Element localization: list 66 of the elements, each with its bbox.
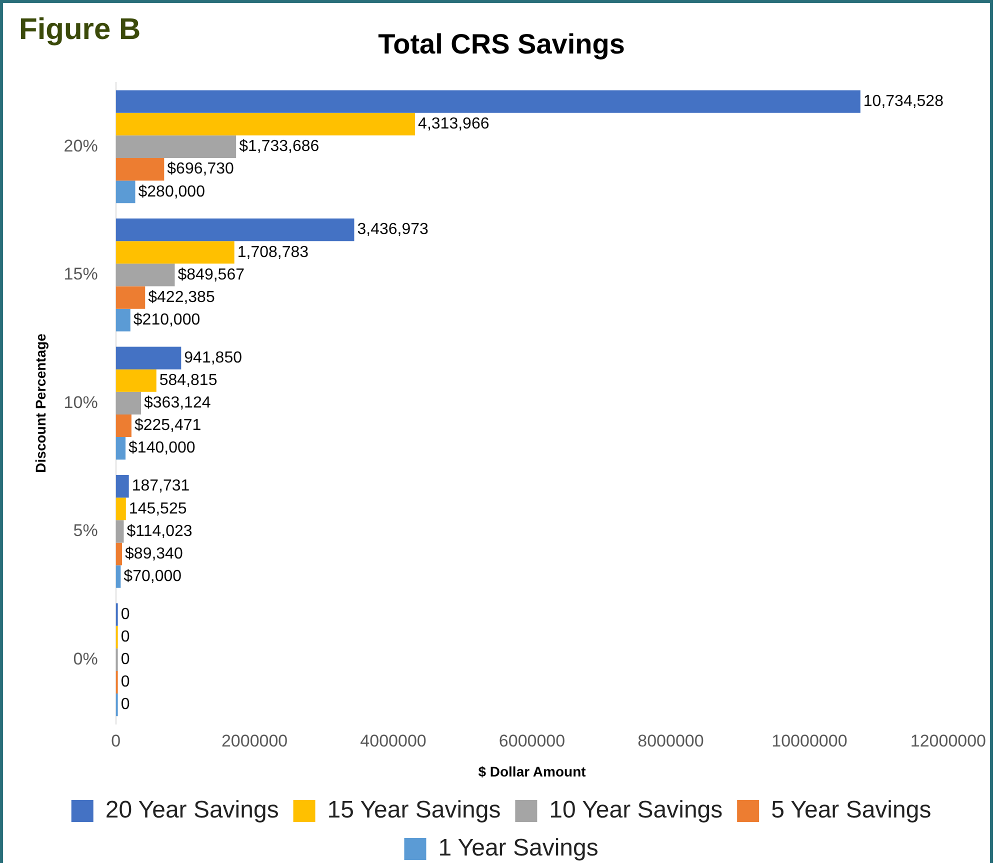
data-label: 584,815	[159, 372, 218, 390]
legend-label: 1 Year Savings	[438, 834, 598, 862]
data-label: $280,000	[138, 183, 206, 200]
bar	[116, 308, 130, 332]
data-label: 0	[120, 628, 130, 646]
bar	[116, 498, 126, 520]
bar	[116, 369, 156, 392]
data-label: 941,850	[184, 349, 242, 366]
data-label: 3,436,973	[357, 221, 429, 238]
bar	[116, 414, 132, 438]
x-axis-title: $ Dollar Amount	[478, 763, 586, 780]
y-tick-label: 0%	[73, 649, 98, 668]
legend-label: 15 Year Savings	[327, 796, 501, 824]
y-tick-label: 15%	[64, 264, 98, 284]
x-tick-label: 6000000	[498, 732, 566, 751]
x-tick-label: 8000000	[638, 732, 704, 751]
bar	[116, 392, 142, 414]
bar	[116, 218, 354, 242]
bar	[116, 437, 126, 460]
data-label: $210,000	[133, 312, 200, 329]
data-label: $89,340	[125, 545, 183, 562]
x-tick-label: 10000000	[772, 732, 848, 751]
data-label: 0	[120, 651, 130, 668]
x-tick-label: 2000000	[221, 732, 288, 751]
data-label: 0	[120, 674, 130, 691]
bar	[116, 286, 146, 309]
data-label: 0	[120, 606, 130, 623]
y-tick-label: 10%	[64, 392, 98, 412]
bar	[116, 542, 122, 566]
data-label: $696,730	[167, 160, 234, 178]
legend-label: 5 Year Savings	[771, 796, 932, 824]
data-label: 1,708,783	[237, 244, 309, 261]
bar	[116, 135, 236, 158]
bar	[116, 112, 416, 136]
data-label: $849,567	[178, 266, 245, 284]
data-label: $114,023	[126, 522, 192, 540]
bar	[116, 90, 860, 113]
x-tick-label: 0	[111, 732, 121, 751]
data-label: $140,000	[128, 440, 196, 457]
bar	[116, 565, 121, 588]
bar	[116, 158, 164, 181]
bar	[116, 264, 175, 286]
legend-label: 20 Year Savings	[105, 796, 279, 824]
data-label: 145,525	[128, 500, 187, 518]
legend-label: 10 Year Savings	[549, 796, 723, 824]
y-axis-title: Discount Percentage	[32, 333, 48, 473]
data-label: $1,733,686	[239, 138, 320, 156]
bar	[116, 241, 234, 264]
y-tick-label: 20%	[64, 136, 98, 156]
data-label: 4,313,966	[418, 116, 490, 133]
bar	[116, 475, 129, 498]
bar	[116, 346, 182, 370]
y-tick-label: 5%	[73, 521, 98, 540]
data-label: 10,734,528	[863, 92, 944, 110]
data-label: $70,000	[124, 568, 182, 585]
data-label: 0	[120, 696, 130, 714]
data-label: $225,471	[134, 417, 202, 434]
bar	[116, 520, 124, 543]
data-label: $422,385	[148, 288, 215, 306]
x-tick-label: 4000000	[360, 732, 426, 751]
x-tick-label: 12000000	[910, 732, 986, 751]
data-label: $363,124	[144, 394, 211, 412]
text: Figure B	[19, 13, 141, 47]
bar	[116, 180, 136, 204]
data-label: 187,731	[132, 478, 190, 495]
chart-title: Total CRS Savings	[378, 28, 625, 60]
